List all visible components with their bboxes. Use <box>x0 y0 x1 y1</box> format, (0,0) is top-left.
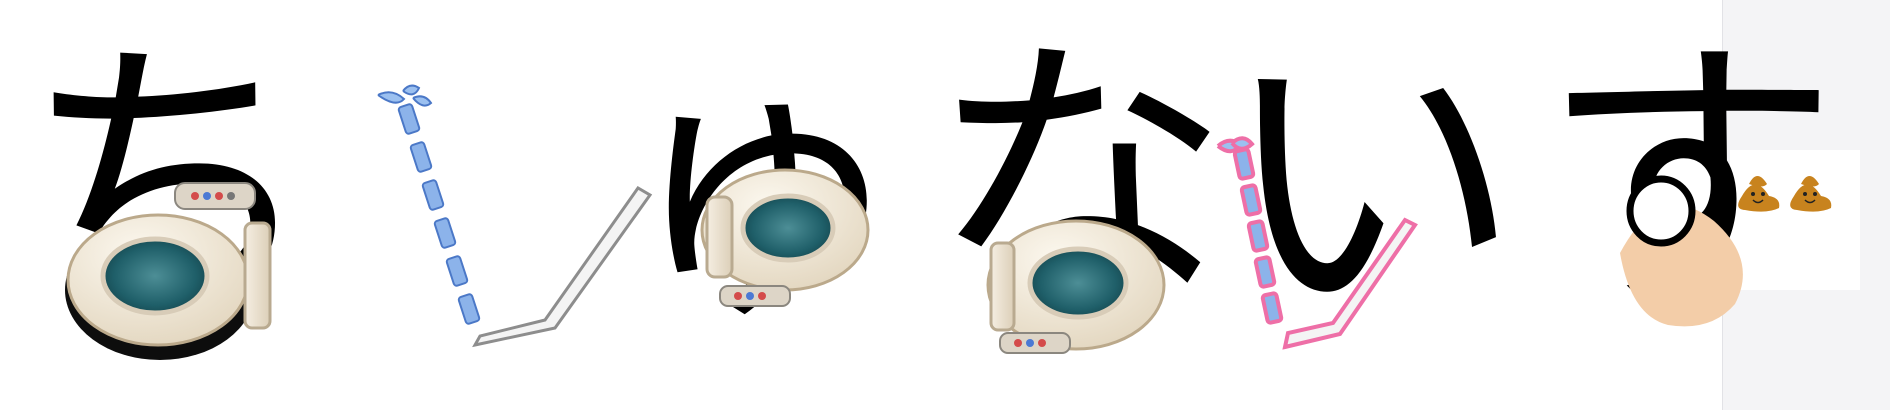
toilet-icon <box>65 182 272 360</box>
water-jet-icon <box>1216 136 1284 325</box>
poo-emoji-icon <box>1738 176 1780 212</box>
toilet-seat-lid <box>472 186 653 348</box>
sticker-preview-card <box>1730 150 1860 290</box>
poo-emoji-icon <box>1790 176 1832 212</box>
toilet-icon <box>700 168 870 307</box>
toilet-icon <box>986 219 1166 354</box>
water-jet-icon <box>377 84 481 325</box>
finger-icon <box>1620 175 1743 327</box>
toilet-seat-lid <box>1282 217 1418 350</box>
